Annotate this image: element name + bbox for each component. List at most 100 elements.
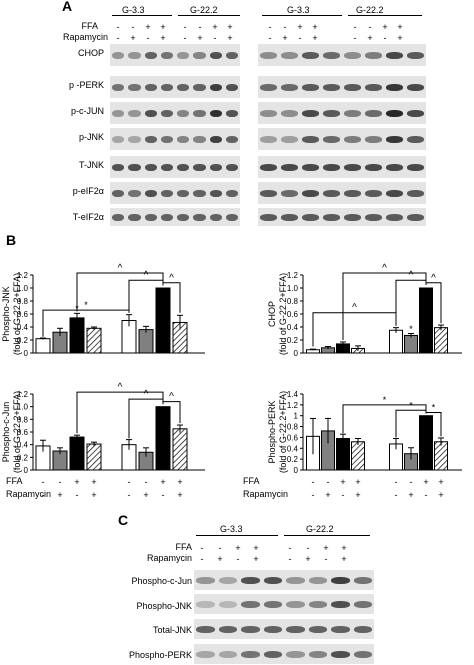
blot-band <box>196 600 215 608</box>
blot-strip <box>110 128 240 150</box>
blot-strip <box>194 644 374 664</box>
blot-band <box>407 189 424 197</box>
blot-band <box>128 51 141 59</box>
blot-band <box>260 83 277 91</box>
blot-band <box>160 189 173 197</box>
significance-bracket <box>395 409 427 438</box>
blot-band <box>177 83 190 91</box>
treatment-sign: + <box>367 33 373 43</box>
y-tick-label: 0.4 <box>287 444 299 453</box>
bar <box>419 415 433 471</box>
treatment-sign: - <box>353 33 357 43</box>
blot-band <box>263 625 282 633</box>
y-tick-label: 0.6 <box>287 433 299 442</box>
blot-band <box>302 213 319 221</box>
blot-band <box>323 83 340 91</box>
bar <box>419 287 433 354</box>
treatment-sign: + <box>408 490 414 500</box>
treatment-sign: + <box>160 33 166 43</box>
blot-band <box>407 109 424 117</box>
treatment-sign: + <box>423 477 429 487</box>
group-label: G-3.3 <box>287 5 310 15</box>
blot-band <box>225 109 238 117</box>
blot-band <box>263 576 282 584</box>
y-tick-label: 0.6 <box>287 310 299 319</box>
blot-band <box>225 213 238 221</box>
y-tick-label: 0.2 <box>17 336 29 345</box>
phospho-jnk-chart: 0 0.2 0.4 0.6 0.8 1.0 1.2 Phospho-JNK (fold of G… <box>1 263 205 358</box>
blot-strip <box>110 156 240 178</box>
blot-strip <box>110 182 240 204</box>
blot-band <box>302 163 319 171</box>
y-tick-label: 0.8 <box>17 415 29 424</box>
significance-star: * <box>409 324 413 334</box>
y-tick-label: 0 <box>294 466 299 475</box>
chop-chart: 0 0.2 0.4 0.6 0.8 1.0 1.2 CHOP (fold of G-22.2+F… <box>267 263 462 358</box>
y-tick-label: 0 <box>24 466 29 475</box>
blot-band <box>331 600 350 608</box>
significance-bracket <box>162 282 181 313</box>
blot-row-label: Phospho-c-Jun <box>131 576 192 586</box>
significance-bracket <box>425 282 442 324</box>
blot-band <box>286 576 305 584</box>
blot-band <box>260 135 277 143</box>
blot-band <box>128 135 141 143</box>
treatment-sign: + <box>130 33 136 43</box>
bar <box>389 329 403 354</box>
blot-band <box>365 51 382 59</box>
blot-band <box>286 600 305 608</box>
blot-band <box>193 109 206 117</box>
treatment-label: FFA <box>81 21 98 31</box>
blot-band <box>225 83 238 91</box>
treatment-sign: - <box>131 22 135 32</box>
blot-band <box>331 576 350 584</box>
blot-row-label: p -PERK <box>68 80 104 90</box>
blot-strip <box>194 619 374 639</box>
y-axis-label-2: (fold of G-22.2+FFA) <box>278 391 288 473</box>
y-axis-label: Phospho-c-Jun <box>1 402 11 463</box>
treatment-sign: + <box>438 477 444 487</box>
treatment-sign: + <box>438 490 444 500</box>
treatment-sign: - <box>218 543 222 553</box>
y-tick-label: 1 <box>294 412 299 421</box>
blot-band <box>196 625 215 633</box>
treatment-sign: + <box>217 554 223 564</box>
blot-band <box>177 135 190 143</box>
y-tick-label: 0 <box>24 349 29 358</box>
group-bracket <box>262 15 342 16</box>
y-tick-label: 1.0 <box>287 284 299 293</box>
y-tick-label: 0.2 <box>287 336 299 345</box>
treatment-sign: + <box>227 33 233 43</box>
blot-band <box>193 163 206 171</box>
blot-band <box>386 51 403 59</box>
y-tick-label: 1.2 <box>17 390 29 399</box>
treatment-sign: - <box>288 543 292 553</box>
treatment-sign: + <box>212 22 218 32</box>
treatment-sign: + <box>143 490 149 500</box>
blot-band <box>302 189 319 197</box>
blot-band <box>308 600 327 608</box>
treatment-sign: + <box>160 22 166 32</box>
blot-band <box>344 189 361 197</box>
significance-caret: ^ <box>169 273 174 284</box>
treatment-sign: + <box>145 22 151 32</box>
blot-band <box>144 135 157 143</box>
blot-band <box>260 163 277 171</box>
blot-strip <box>110 76 240 98</box>
y-tick-label: 1.4 <box>287 390 299 399</box>
blot-band <box>353 576 372 584</box>
significance-star: * <box>383 395 387 405</box>
treatment-sign: - <box>200 543 204 553</box>
blot-band <box>241 625 260 633</box>
treatment-sign: + <box>340 477 346 487</box>
blot-band <box>209 51 222 59</box>
blot-strip <box>110 44 240 66</box>
blot-band <box>407 83 424 91</box>
group-bracket <box>178 15 240 16</box>
significance-bracket <box>312 312 397 347</box>
blot-band <box>193 189 206 197</box>
blot-strip <box>110 208 240 226</box>
blot-band <box>365 213 382 221</box>
blot-band <box>225 51 238 59</box>
blot-band <box>193 213 206 221</box>
